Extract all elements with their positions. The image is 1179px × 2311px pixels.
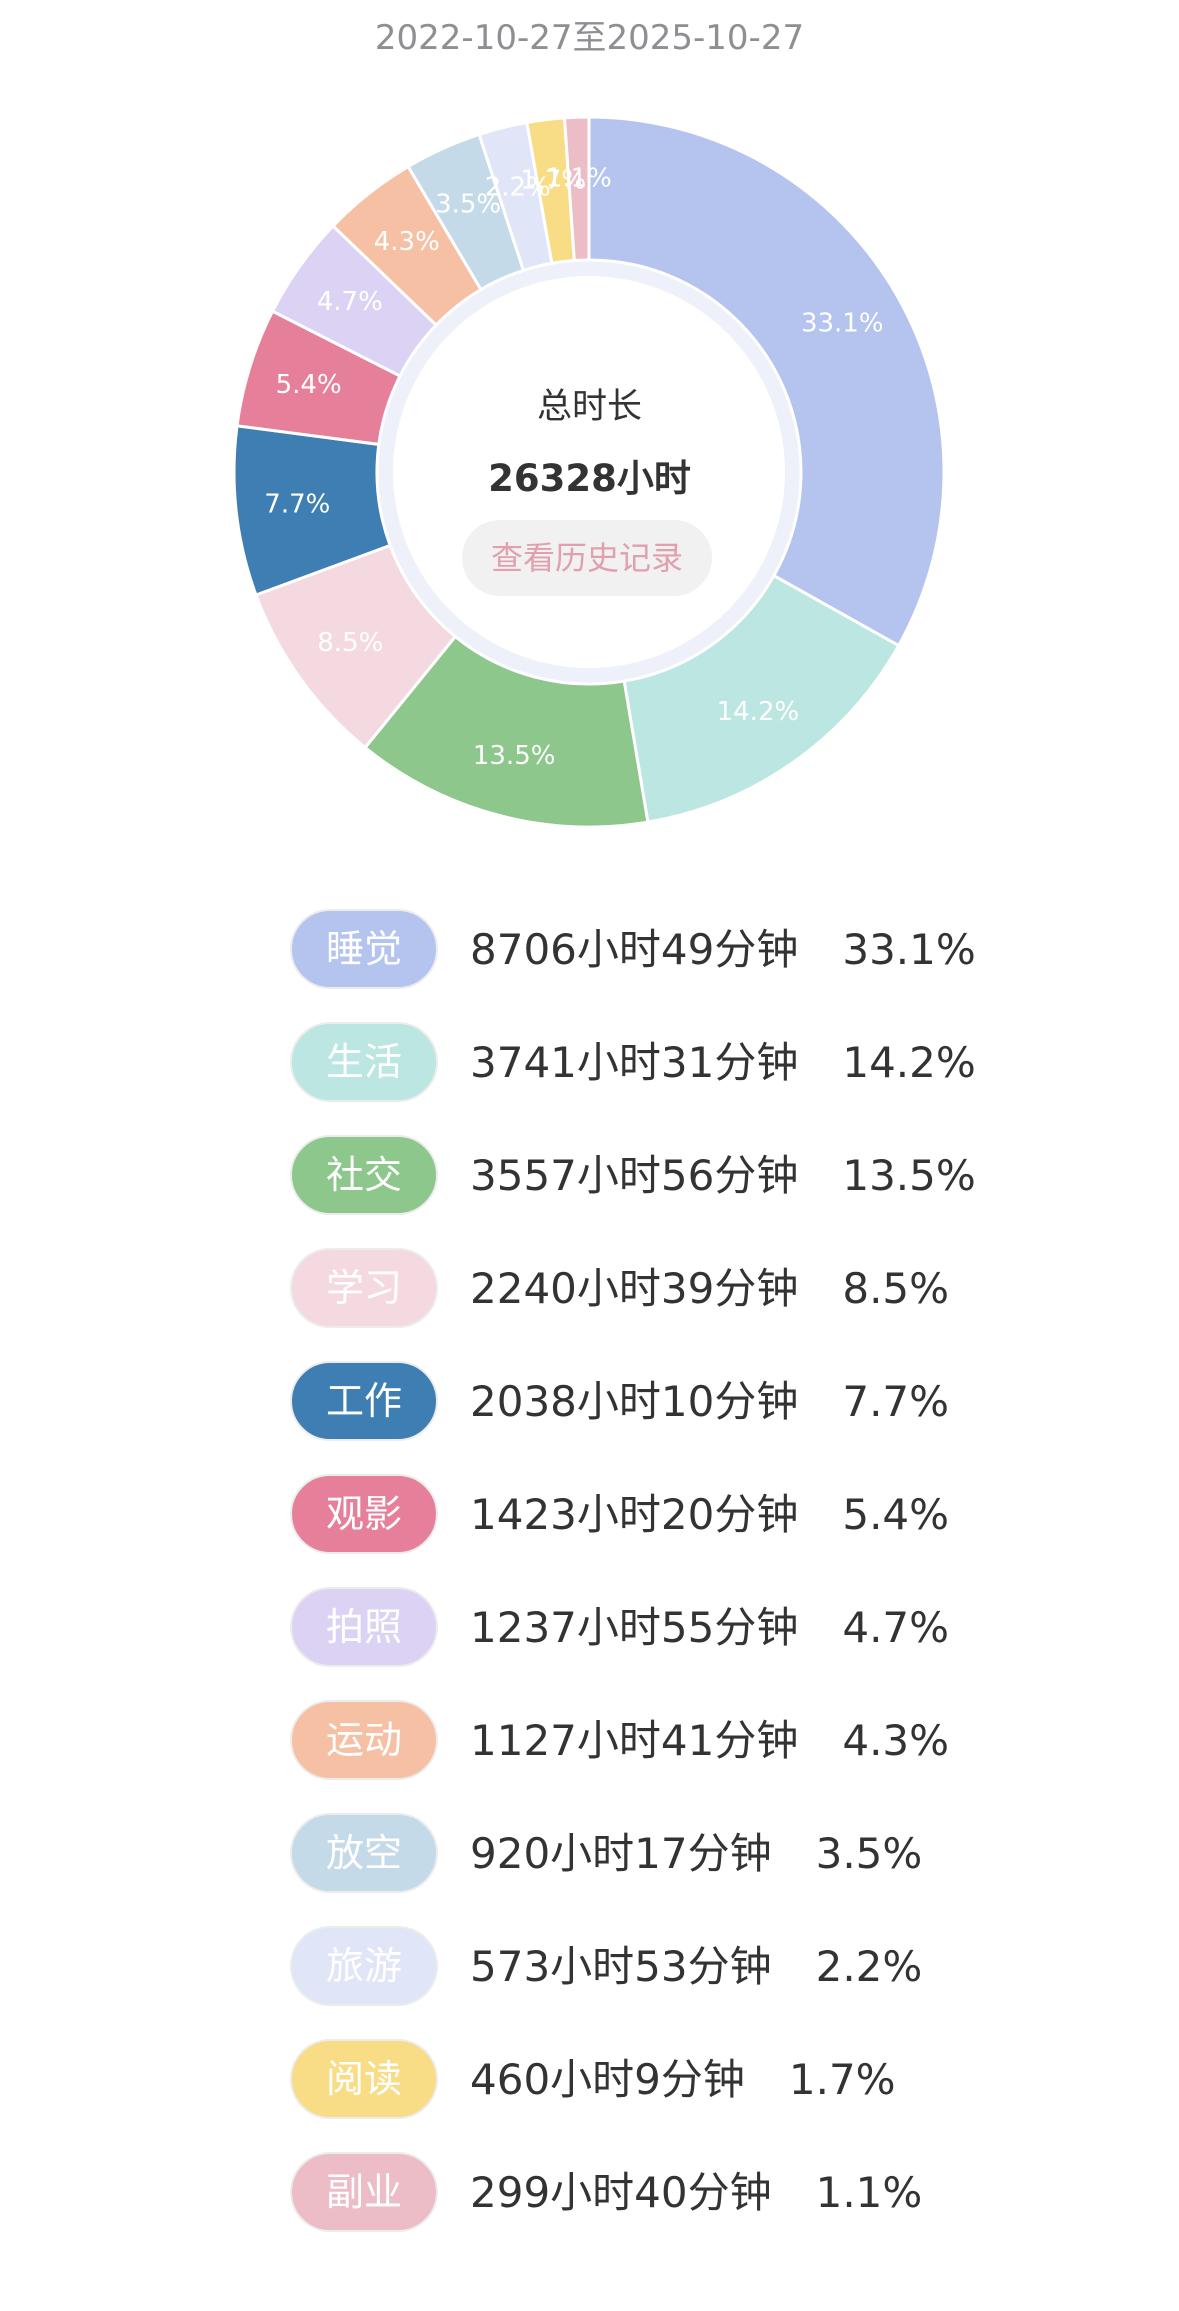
duration-text: 8706小时49分钟	[470, 925, 799, 974]
slice-label-10: 2.2%	[485, 172, 551, 202]
view-history-button[interactable]: 查看历史记录	[462, 520, 712, 596]
category-pill: 阅读	[290, 2039, 438, 2119]
legend-row-1[interactable]: 睡觉 8706小时49分钟 33.1%	[0, 905, 1179, 995]
percent-text: 1.7%	[788, 2055, 896, 2104]
percent-text: 8.5%	[842, 1264, 950, 1313]
category-pill: 工作	[290, 1361, 438, 1441]
slice-label-3: 13.5%	[473, 741, 556, 771]
category-pill: 观影	[290, 1474, 438, 1554]
legend-row-11[interactable]: 阅读 460小时9分钟 1.7%	[0, 2035, 1179, 2125]
percent-text: 7.7%	[842, 1377, 950, 1426]
slice-label-2: 14.2%	[717, 697, 800, 727]
category-pill: 旅游	[290, 1926, 438, 2006]
date-range: 2022-10-27至2025-10-27	[374, 18, 805, 58]
percent-text: 4.7%	[842, 1603, 950, 1652]
legend-row-9[interactable]: 放空 920小时17分钟 3.5%	[0, 1809, 1179, 1899]
duration-text: 2240小时39分钟	[470, 1264, 799, 1313]
legend-row-4[interactable]: 学习 2240小时39分钟 8.5%	[0, 1244, 1179, 1334]
slice-1[interactable]	[587, 115, 946, 648]
donut-chart: 33.1%14.2%13.5%8.5%7.7%5.4%4.7%4.3%3.5%2…	[232, 115, 946, 829]
legend-row-5[interactable]: 工作 2038小时10分钟 7.7%	[0, 1357, 1179, 1447]
slice-label-5: 7.7%	[264, 490, 330, 520]
category-pill: 生活	[290, 1022, 438, 1102]
legend-row-10[interactable]: 旅游 573小时53分钟 2.2%	[0, 1922, 1179, 2012]
slice-label-6: 5.4%	[276, 370, 342, 400]
category-pill: 睡觉	[290, 909, 438, 989]
duration-text: 1423小时20分钟	[470, 1490, 799, 1539]
percent-text: 13.5%	[842, 1151, 976, 1200]
center-title: 总时长	[536, 387, 642, 427]
legend-row-8[interactable]: 运动 1127小时41分钟 4.3%	[0, 1696, 1179, 1786]
category-pill: 学习	[290, 1248, 438, 1328]
slice-label-11: 1.7%	[520, 166, 586, 196]
percent-text: 14.2%	[842, 1038, 976, 1087]
slice-label-7: 4.7%	[317, 287, 383, 317]
category-pill: 运动	[290, 1700, 438, 1780]
legend-row-2[interactable]: 生活 3741小时31分钟 14.2%	[0, 1018, 1179, 1108]
duration-text: 3557小时56分钟	[470, 1151, 799, 1200]
slice-label-9: 3.5%	[435, 190, 501, 220]
duration-text: 460小时9分钟	[470, 2055, 745, 2104]
slice-2[interactable]	[622, 573, 901, 824]
legend-row-6[interactable]: 观影 1423小时20分钟 5.4%	[0, 1470, 1179, 1560]
percent-text: 5.4%	[842, 1490, 950, 1539]
slice-label-1: 33.1%	[801, 309, 884, 339]
duration-text: 1237小时55分钟	[470, 1603, 799, 1652]
category-pill: 放空	[290, 1813, 438, 1893]
slice-label-4: 8.5%	[317, 628, 383, 658]
duration-text: 299小时40分钟	[470, 2168, 772, 2217]
legend-row-3[interactable]: 社交 3557小时56分钟 13.5%	[0, 1131, 1179, 1221]
category-pill: 副业	[290, 2152, 438, 2232]
legend-row-7[interactable]: 拍照 1237小时55分钟 4.7%	[0, 1583, 1179, 1673]
percent-text: 3.5%	[815, 1829, 923, 1878]
slice-3[interactable]	[363, 634, 650, 829]
slice-label-12: 1.1%	[546, 164, 612, 194]
percent-text: 33.1%	[842, 925, 976, 974]
legend-row-12[interactable]: 副业 299小时40分钟 1.1%	[0, 2148, 1179, 2238]
duration-text: 1127小时41分钟	[470, 1716, 799, 1765]
category-pill: 拍照	[290, 1587, 438, 1667]
slice-12[interactable]	[562, 115, 591, 263]
slice-label-8: 4.3%	[374, 227, 440, 257]
duration-text: 920小时17分钟	[470, 1829, 772, 1878]
total-duration: 26328小时	[488, 457, 691, 500]
percent-text: 2.2%	[815, 1942, 923, 1991]
percent-text: 1.1%	[815, 2168, 923, 2217]
duration-text: 3741小时31分钟	[470, 1038, 799, 1087]
category-pill: 社交	[290, 1135, 438, 1215]
duration-text: 2038小时10分钟	[470, 1377, 799, 1426]
percent-text: 4.3%	[842, 1716, 950, 1765]
duration-text: 573小时53分钟	[470, 1942, 772, 1991]
